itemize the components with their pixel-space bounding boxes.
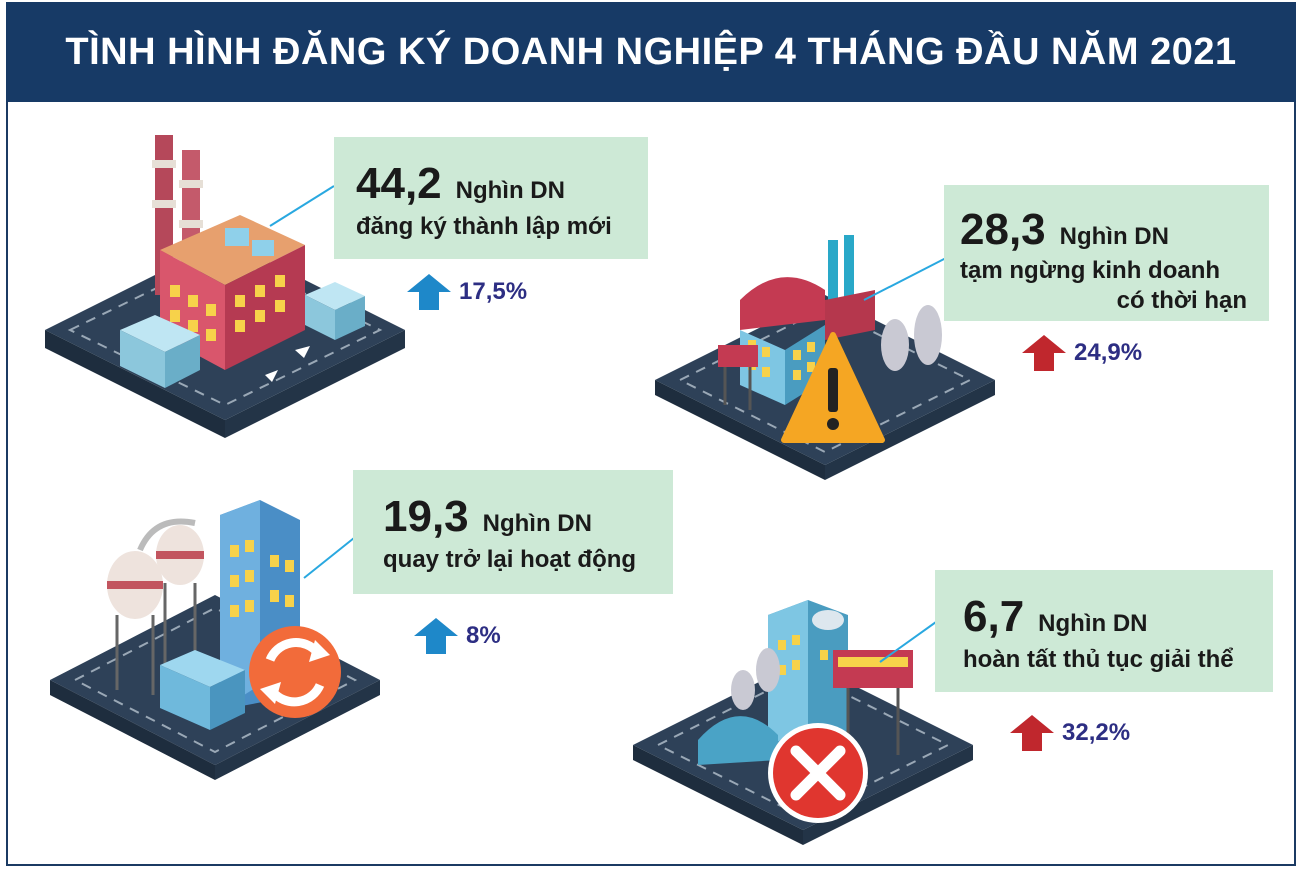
change-value: 24,9% bbox=[1074, 339, 1143, 366]
change-value: 17,5% bbox=[459, 278, 528, 305]
page-title: TÌNH HÌNH ĐĂNG KÝ DOANH NGHIỆP 4 THÁNG Đ… bbox=[6, 2, 1296, 102]
change-indicator: 8% bbox=[412, 616, 501, 656]
arrow-up-icon bbox=[407, 274, 451, 310]
stat-value: 44,2 bbox=[356, 159, 442, 208]
arrow-up-icon bbox=[414, 618, 458, 654]
arrow-up-icon bbox=[1022, 335, 1066, 371]
stat-description: hoàn tất thủ tục giải thể bbox=[963, 646, 1234, 673]
stat-description-line2: có thời hạn bbox=[1116, 287, 1247, 314]
stat-card-dissolved: 6,7 Nghìn DN hoàn tất thủ tục giải thể bbox=[935, 570, 1273, 692]
warning-factory-icon bbox=[655, 235, 995, 480]
close-factory-icon bbox=[633, 600, 973, 845]
arrow-up-icon bbox=[1010, 715, 1054, 751]
refresh-factory-icon bbox=[50, 500, 380, 780]
stat-description: đăng ký thành lập mới bbox=[356, 213, 612, 240]
stat-value: 6,7 bbox=[963, 592, 1025, 641]
stat-card-resumed: 19,3 Nghìn DN quay trở lại hoạt động bbox=[353, 470, 673, 594]
stat-card-new: 44,2 Nghìn DN đăng ký thành lập mới bbox=[334, 137, 648, 259]
stat-unit: Nghìn DN bbox=[482, 510, 592, 537]
change-indicator: 17,5% bbox=[405, 272, 527, 312]
change-value: 32,2% bbox=[1062, 719, 1131, 746]
stat-unit: Nghìn DN bbox=[455, 177, 565, 204]
factory-icon bbox=[45, 135, 405, 438]
stat-value: 28,3 bbox=[960, 205, 1046, 254]
change-indicator: 32,2% bbox=[1008, 713, 1130, 753]
stat-description: quay trở lại hoạt động bbox=[383, 546, 637, 573]
stat-card-suspended: 28,3 Nghìn DN tạm ngừng kinh doanh có thờ… bbox=[944, 185, 1269, 321]
change-value: 8% bbox=[466, 622, 501, 649]
stat-description: tạm ngừng kinh doanh bbox=[960, 257, 1221, 284]
stat-value: 19,3 bbox=[383, 492, 469, 541]
change-indicator: 24,9% bbox=[1020, 333, 1142, 373]
stat-unit: Nghìn DN bbox=[1038, 610, 1148, 637]
stat-unit: Nghìn DN bbox=[1059, 223, 1169, 250]
